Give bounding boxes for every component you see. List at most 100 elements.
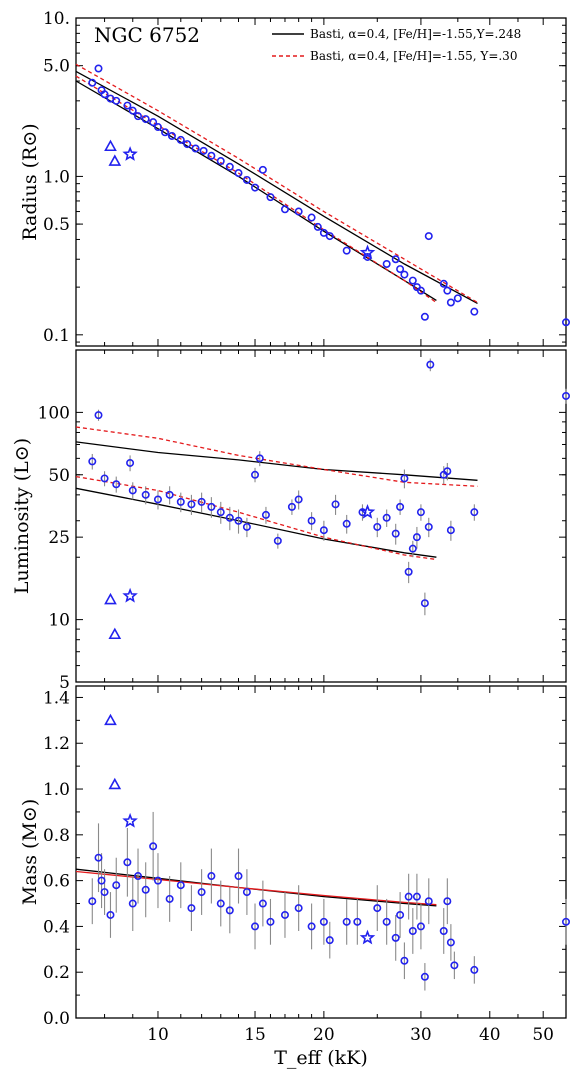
mass-ytick-label: 0.4 — [43, 917, 70, 937]
luminosity-data-point — [165, 490, 174, 499]
luminosity-data-point — [197, 497, 206, 506]
mass-data-point — [165, 894, 174, 903]
radius-data-point — [325, 232, 334, 241]
radius-data-point — [207, 151, 216, 160]
luminosity-model-line — [75, 475, 437, 561]
luminosity-axis-label: Luminosity (L⊙) — [11, 438, 33, 594]
mass-data-point — [424, 897, 433, 906]
luminosity-model-line — [75, 441, 478, 481]
mass-data-point — [443, 897, 452, 906]
luminosity-triangle-point — [104, 592, 117, 605]
luminosity-data-point — [255, 454, 264, 463]
radius-data-point — [258, 165, 267, 174]
luminosity-data-point — [261, 510, 270, 519]
luminosity-data-point — [242, 522, 251, 531]
x-axis-label: T_eff (kK) — [274, 1047, 368, 1069]
radius-data-point — [176, 135, 185, 144]
luminosity-data-point — [358, 508, 367, 517]
mass-data-point — [342, 917, 351, 926]
legend-label-red: Basti, α=0.4, [Fe/H]=-1.55, Y=.30 — [310, 49, 517, 63]
radius-star-point — [122, 146, 138, 161]
mass-data-point — [100, 888, 109, 897]
luminosity-data-point — [470, 508, 479, 517]
radius-data-point — [439, 279, 448, 288]
mass-data-point — [416, 922, 425, 931]
radius-data-point — [112, 96, 121, 105]
radius-model-line — [75, 75, 437, 304]
mass-ytick-label: 1.0 — [43, 780, 70, 800]
mass-ytick-label: 0.6 — [43, 872, 70, 892]
luminosity-ytick-label: 50 — [48, 466, 70, 486]
luminosity-data-point — [400, 474, 409, 483]
radius-ytick-label: 1.0 — [43, 167, 70, 187]
radius-data-point — [391, 255, 400, 264]
mass-data-point — [128, 899, 137, 908]
mass-ytick-label: 0.0 — [43, 1009, 70, 1029]
radius-data-point — [161, 128, 170, 137]
luminosity-data-point — [412, 533, 421, 542]
radius-data-point — [149, 118, 158, 127]
mass-data-point — [94, 853, 103, 862]
mass-data-point — [412, 892, 421, 901]
mass-data-point — [141, 885, 150, 894]
radius-data-point — [242, 175, 251, 184]
radius-data-point — [266, 193, 275, 202]
luminosity-data-point — [100, 474, 109, 483]
radius-data-point — [123, 101, 132, 110]
radius-data-point — [294, 207, 303, 216]
radius-data-point — [280, 205, 289, 214]
x-tick-label: 40 — [479, 1025, 501, 1045]
radius-axis-label: Radius (R⊙) — [19, 123, 41, 240]
mass-panel-frame — [75, 685, 567, 1019]
radius-data-point — [400, 270, 409, 279]
luminosity-data-point — [443, 467, 452, 476]
mass-axis-label: Mass (M⊙) — [19, 799, 41, 906]
luminosity-model-line — [75, 487, 437, 558]
mass-data-point — [400, 956, 409, 965]
radius-model-line — [75, 70, 478, 304]
mass-data-point — [294, 904, 303, 913]
mass-data-point — [408, 926, 417, 935]
radius-data-point — [408, 276, 417, 285]
luminosity-data-point — [331, 500, 340, 509]
mass-data-point — [439, 926, 448, 935]
radius-data-point — [234, 169, 243, 178]
mass-data-point — [325, 936, 334, 945]
radius-data-point — [561, 318, 570, 327]
mass-ytick-label: 1.2 — [43, 734, 70, 754]
mass-data-point — [216, 899, 225, 908]
x-tick-label: 20 — [313, 1025, 335, 1045]
radius-model-line — [75, 63, 478, 304]
radius-data-point — [128, 106, 137, 115]
radius-data-point — [225, 162, 234, 171]
mass-data-point — [258, 899, 267, 908]
luminosity-data-point — [382, 513, 391, 522]
x-tick-label: 15 — [244, 1025, 266, 1045]
x-tick-label: 30 — [410, 1025, 432, 1045]
radius-data-point — [382, 259, 391, 268]
luminosity-ytick-label: 10 — [48, 611, 70, 631]
luminosity-data-point — [216, 508, 225, 517]
luminosity-data-point — [391, 529, 400, 538]
radius-data-point — [183, 140, 192, 149]
radius-data-point — [94, 64, 103, 73]
radius-data-point — [396, 265, 405, 274]
luminosity-data-point — [207, 502, 216, 511]
luminosity-ytick-label: 5 — [59, 673, 70, 693]
luminosity-data-point — [373, 522, 382, 531]
mass-data-point — [106, 910, 115, 919]
luminosity-data-point — [561, 391, 570, 400]
mass-data-point — [404, 892, 413, 901]
luminosity-data-point — [225, 513, 234, 522]
luminosity-data-point — [251, 470, 260, 479]
radius-data-point — [134, 112, 143, 121]
luminosity-data-point — [176, 497, 185, 506]
mass-model-line — [75, 870, 437, 906]
radius-data-point — [216, 157, 225, 166]
luminosity-data-point — [94, 411, 103, 420]
radius-data-point — [167, 131, 176, 140]
radius-ytick-label: 0.5 — [43, 215, 70, 235]
radius-data-point — [319, 228, 328, 237]
mass-data-point — [234, 872, 243, 881]
